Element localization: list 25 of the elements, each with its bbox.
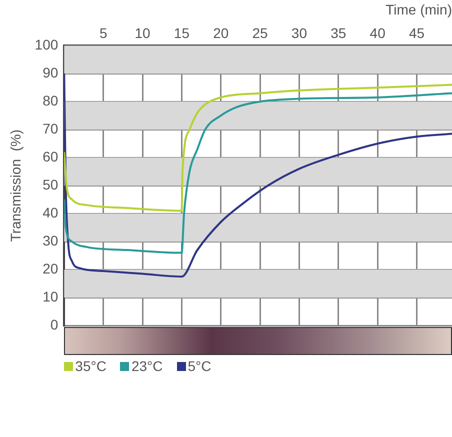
y-tick-label: 100 (34, 36, 58, 52)
x-tick-label: 20 (213, 25, 229, 42)
x-tick-label: 45 (408, 25, 425, 42)
legend-label: 5°C (188, 358, 212, 374)
x-tick-label: 40 (370, 25, 386, 42)
x-tick-label: 15 (174, 25, 190, 42)
legend-label: 23°C (131, 358, 163, 374)
y-tick-label: 90 (42, 64, 58, 80)
y-tick-label: 20 (42, 260, 58, 276)
x-tick-label: 25 (252, 25, 268, 42)
y-axis-title: Transmission (%) (7, 129, 24, 242)
y-tick-label: 0 (50, 316, 58, 332)
y-tick-label: 30 (42, 232, 58, 248)
legend-label: 35°C (75, 358, 106, 374)
x-axis-title: Time (min) (386, 1, 452, 18)
y-tick-label: 50 (42, 176, 58, 192)
y-tick-label: 80 (42, 92, 58, 108)
y-tick-label: 60 (42, 148, 58, 164)
x-tick-label: 30 (291, 25, 308, 42)
x-tick-label: 35 (330, 25, 346, 42)
y-tick-label: 10 (42, 288, 58, 304)
x-tick-label: 10 (134, 25, 151, 42)
y-tick-label: 40 (42, 204, 58, 220)
x-tick-label: 5 (99, 25, 108, 42)
y-tick-label: 70 (42, 120, 58, 136)
